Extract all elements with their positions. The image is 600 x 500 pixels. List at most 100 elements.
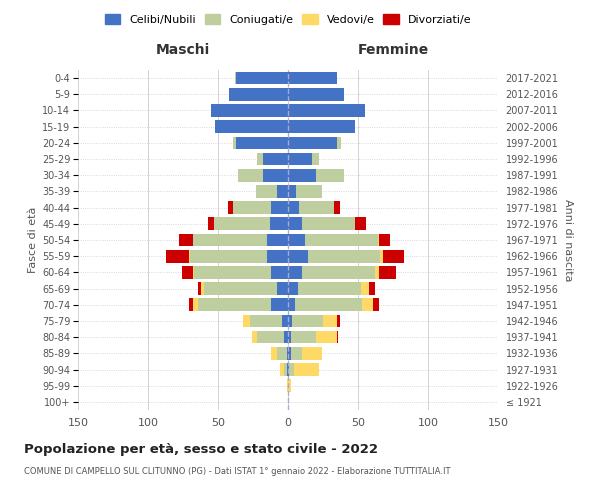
Bar (375, 266, 379, 278)
Bar (293, 363, 319, 376)
Bar (288, 363, 289, 376)
Bar (288, 380, 291, 392)
Bar (263, 152, 288, 166)
Bar (302, 266, 375, 278)
Bar (380, 250, 383, 262)
Bar (193, 266, 194, 278)
Bar (288, 282, 298, 295)
Bar (288, 152, 312, 166)
Bar (355, 218, 367, 230)
Bar (337, 136, 341, 149)
Bar (211, 104, 288, 117)
Bar (271, 347, 277, 360)
Bar (334, 202, 340, 214)
Bar (214, 218, 270, 230)
Bar (284, 331, 288, 344)
Bar (288, 298, 295, 311)
Bar (179, 234, 193, 246)
Bar (287, 380, 288, 392)
Bar (280, 363, 284, 376)
Bar (288, 234, 305, 246)
Bar (302, 218, 355, 230)
Bar (271, 266, 288, 278)
Bar (283, 314, 288, 328)
Bar (235, 72, 236, 85)
Bar (166, 250, 188, 262)
Legend: Celibi/Nubili, Coniugati/e, Vedovi/e, Divorziati/e: Celibi/Nubili, Coniugati/e, Vedovi/e, Di… (105, 14, 471, 25)
Bar (337, 314, 340, 328)
Bar (291, 331, 316, 344)
Bar (288, 136, 337, 149)
Bar (291, 347, 302, 360)
Bar (295, 298, 362, 311)
Bar (188, 250, 190, 262)
Bar (308, 250, 380, 262)
Bar (236, 136, 288, 149)
Bar (369, 282, 375, 295)
Bar (233, 202, 271, 214)
Bar (270, 218, 288, 230)
Bar (193, 234, 267, 246)
Bar (199, 282, 201, 295)
Bar (284, 363, 287, 376)
Bar (305, 234, 377, 246)
Bar (362, 298, 373, 311)
Bar (377, 234, 379, 246)
Y-axis label: Fasce di età: Fasce di età (28, 207, 38, 273)
Bar (292, 314, 323, 328)
Bar (190, 250, 267, 262)
Bar (199, 298, 271, 311)
Bar (256, 185, 277, 198)
Bar (379, 266, 396, 278)
Bar (288, 218, 302, 230)
Text: Femmine: Femmine (358, 43, 428, 57)
Bar (287, 363, 288, 376)
Bar (296, 185, 322, 198)
Bar (236, 72, 288, 85)
Bar (288, 202, 299, 214)
Bar (323, 314, 337, 328)
Bar (299, 202, 334, 214)
Bar (188, 298, 193, 311)
Bar (288, 169, 316, 181)
Bar (288, 331, 291, 344)
Bar (251, 331, 257, 344)
Bar (302, 347, 322, 360)
Bar (277, 347, 287, 360)
Bar (229, 88, 288, 101)
Bar (288, 88, 344, 101)
Bar (238, 169, 263, 181)
Bar (288, 314, 292, 328)
Bar (271, 298, 288, 311)
Bar (233, 136, 236, 149)
Bar (182, 266, 193, 278)
Bar (298, 282, 361, 295)
Bar (288, 104, 365, 117)
Y-axis label: Anni di nascita: Anni di nascita (563, 198, 572, 281)
Bar (277, 185, 288, 198)
Bar (289, 363, 293, 376)
Bar (243, 314, 250, 328)
Bar (288, 347, 291, 360)
Bar (201, 282, 204, 295)
Bar (263, 169, 288, 181)
Bar (228, 202, 233, 214)
Bar (208, 218, 214, 230)
Bar (288, 266, 302, 278)
Bar (267, 250, 288, 262)
Bar (316, 169, 344, 181)
Text: Popolazione per età, sesso e stato civile - 2022: Popolazione per età, sesso e stato civil… (24, 442, 378, 456)
Bar (267, 234, 288, 246)
Bar (288, 250, 308, 262)
Bar (361, 282, 369, 295)
Text: COMUNE DI CAMPELLO SUL CLITUNNO (PG) - Dati ISTAT 1° gennaio 2022 - Elaborazione: COMUNE DI CAMPELLO SUL CLITUNNO (PG) - D… (24, 468, 451, 476)
Bar (379, 234, 390, 246)
Bar (257, 152, 263, 166)
Bar (271, 202, 288, 214)
Bar (337, 331, 338, 344)
Bar (288, 185, 296, 198)
Bar (316, 331, 337, 344)
Bar (287, 347, 288, 360)
Bar (383, 250, 404, 262)
Bar (288, 72, 337, 85)
